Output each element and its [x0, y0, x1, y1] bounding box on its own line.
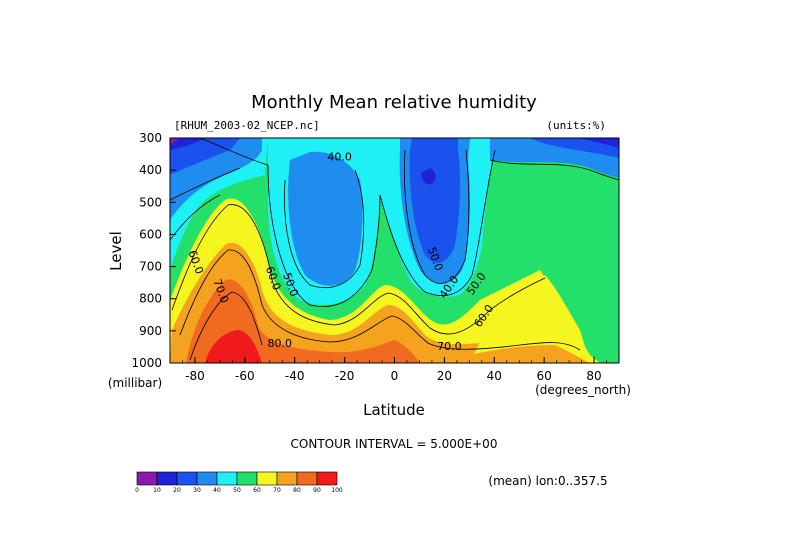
colorbar-tick-label: 50 — [233, 487, 241, 494]
x-tick-label: 0 — [391, 369, 399, 383]
x-tick-label: 40 — [487, 369, 502, 383]
x-tick-label: 80 — [586, 369, 601, 383]
colorbar-swatch — [256, 471, 278, 486]
x-tick-label: 20 — [437, 369, 452, 383]
band-20-30-right — [409, 138, 461, 263]
band-10-20-top-left — [170, 138, 205, 150]
band-70-80-right — [465, 345, 590, 363]
band-60-70-right — [470, 275, 590, 363]
band-90-100 — [205, 330, 262, 363]
y-tick-label: 800 — [139, 292, 162, 306]
colorbar: 0 10 20 30 40 50 60 70 80 90 100 — [135, 471, 343, 494]
colorbar-tick-label: 100 — [331, 487, 343, 494]
contour-lines — [170, 138, 619, 361]
colorbar-tick-label: 40 — [213, 487, 221, 494]
y-tick-label: 1000 — [131, 356, 162, 370]
x-tick-label: -20 — [335, 369, 355, 383]
x-axis: -80 -60 -40 -20 0 20 40 60 80 — [169, 357, 620, 383]
y-tick-label: 300 — [139, 131, 162, 145]
colorbar-tick-label: 30 — [193, 487, 201, 494]
y-tick-label: 700 — [139, 260, 162, 274]
x-axis-label: Latitude — [363, 401, 425, 419]
y-tick-label: 500 — [139, 195, 162, 209]
contour-label: 40.0 — [327, 151, 352, 164]
y-axis: 300 400 500 600 700 800 900 1000 — [131, 131, 176, 370]
colorbar-swatch — [216, 471, 238, 486]
band-30-40-left — [288, 151, 363, 286]
x-tick-label: -60 — [235, 369, 255, 383]
colorbar-swatch — [196, 471, 218, 486]
band-10-20-blob — [421, 168, 436, 185]
colorbar-swatch — [316, 471, 338, 486]
colorbar-tick-label: 20 — [173, 487, 181, 494]
colorbar-tick-label: 70 — [273, 487, 281, 494]
colorbar-tick-label: 0 — [135, 487, 139, 494]
units-label: (units:%) — [546, 119, 606, 132]
contour-interval-label: CONTOUR INTERVAL = 5.000E+00 — [291, 437, 498, 451]
y-tick-label: 400 — [139, 163, 162, 177]
colorbar-tick-label: 60 — [253, 487, 261, 494]
y-tick-label: 600 — [139, 227, 162, 241]
x-axis-units: (degrees_north) — [535, 383, 631, 397]
y-axis-label: Level — [107, 231, 125, 271]
band-70-80 — [170, 242, 585, 363]
dataset-label: [RHUM_2003-02_NCEP.nc] — [174, 119, 320, 132]
colorbar-swatch — [156, 471, 178, 486]
colorbar-swatch — [136, 471, 158, 486]
x-tick-label: -40 — [285, 369, 305, 383]
band-0-10-corner — [170, 138, 180, 145]
colorbar-swatch — [296, 471, 318, 486]
colorbar-tick-label: 10 — [153, 487, 161, 494]
chart-title: Monthly Mean relative humidity — [251, 92, 537, 113]
colorbar-swatch — [236, 471, 258, 486]
y-tick-label: 900 — [139, 324, 162, 338]
colorbar-swatch — [176, 471, 198, 486]
contour-label: 70.0 — [437, 340, 462, 353]
contour-label: 80.0 — [268, 337, 293, 350]
colorbar-tick-label: 80 — [293, 487, 301, 494]
band-10-20-top-right — [580, 138, 619, 148]
contour-field — [170, 138, 619, 363]
band-20-30-top-right — [530, 138, 619, 158]
x-tick-label: 60 — [537, 369, 552, 383]
colorbar-swatch — [276, 471, 298, 486]
mean-note: (mean) lon:0..357.5 — [488, 474, 607, 488]
y-axis-units: (millibar) — [108, 376, 162, 390]
x-tick-label: -80 — [185, 369, 205, 383]
colorbar-tick-label: 90 — [313, 487, 321, 494]
